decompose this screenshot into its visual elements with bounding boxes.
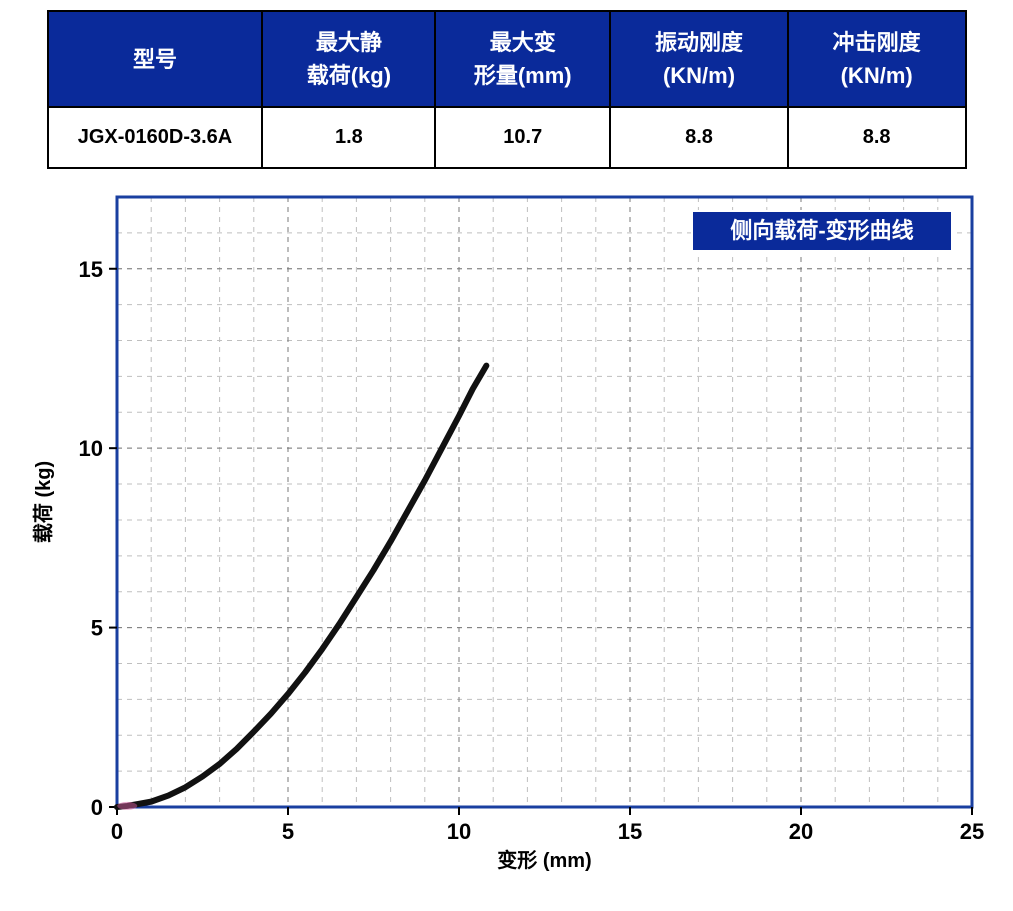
table-row: JGX-0160D-3.6A 1.8 10.7 8.8 8.8 [48, 107, 966, 168]
svg-text:25: 25 [959, 819, 983, 844]
svg-text:侧向载荷-变形曲线: 侧向载荷-变形曲线 [730, 218, 913, 243]
header-label: 最大变 [490, 30, 556, 55]
col-header-max-static: 最大静 载荷(kg) [262, 11, 435, 107]
svg-text:5: 5 [90, 616, 102, 641]
header-label: 振动刚度 [655, 30, 743, 55]
load-deformation-chart: 0 5 10 15 20 25 0 5 10 15 变形 (mm) 载荷 (kg) 侧向载荷-变形曲线 [22, 177, 992, 877]
svg-text:10: 10 [78, 436, 102, 461]
header-label: 冲击刚度 [833, 30, 921, 55]
svg-text:15: 15 [617, 819, 641, 844]
col-header-imp-stiff: 冲击刚度 (KN/m) [788, 11, 966, 107]
cell-max-deform: 10.7 [435, 107, 610, 168]
svg-text:载荷 (kg): 载荷 (kg) [31, 461, 55, 543]
header-label: 形量(mm) [474, 63, 572, 88]
svg-text:0: 0 [110, 819, 122, 844]
col-header-vib-stiff: 振动刚度 (KN/m) [610, 11, 788, 107]
spec-table: 型号 最大静 载荷(kg) 最大变 形量(mm) 振动刚度 (KN/m) 冲击刚… [47, 10, 967, 169]
svg-text:5: 5 [281, 819, 293, 844]
svg-text:15: 15 [78, 257, 102, 282]
col-header-model: 型号 [48, 11, 263, 107]
col-header-max-deform: 最大变 形量(mm) [435, 11, 610, 107]
svg-text:20: 20 [788, 819, 812, 844]
header-label: 型号 [133, 47, 177, 72]
header-label: 最大静 [316, 30, 382, 55]
header-label: 载荷(kg) [307, 63, 391, 88]
cell-imp-stiff: 8.8 [788, 107, 966, 168]
header-label: (KN/m) [663, 63, 735, 88]
svg-text:10: 10 [446, 819, 470, 844]
cell-model: JGX-0160D-3.6A [48, 107, 263, 168]
cell-vib-stiff: 8.8 [610, 107, 788, 168]
table-header-row: 型号 最大静 载荷(kg) 最大变 形量(mm) 振动刚度 (KN/m) 冲击刚… [48, 11, 966, 107]
header-label: (KN/m) [841, 63, 913, 88]
chart-svg: 0 5 10 15 20 25 0 5 10 15 变形 (mm) 载荷 (kg) 侧向载荷-变形曲线 [22, 177, 992, 877]
svg-text:变形 (mm): 变形 (mm) [497, 848, 591, 872]
cell-max-static: 1.8 [262, 107, 435, 168]
svg-text:0: 0 [90, 795, 102, 820]
